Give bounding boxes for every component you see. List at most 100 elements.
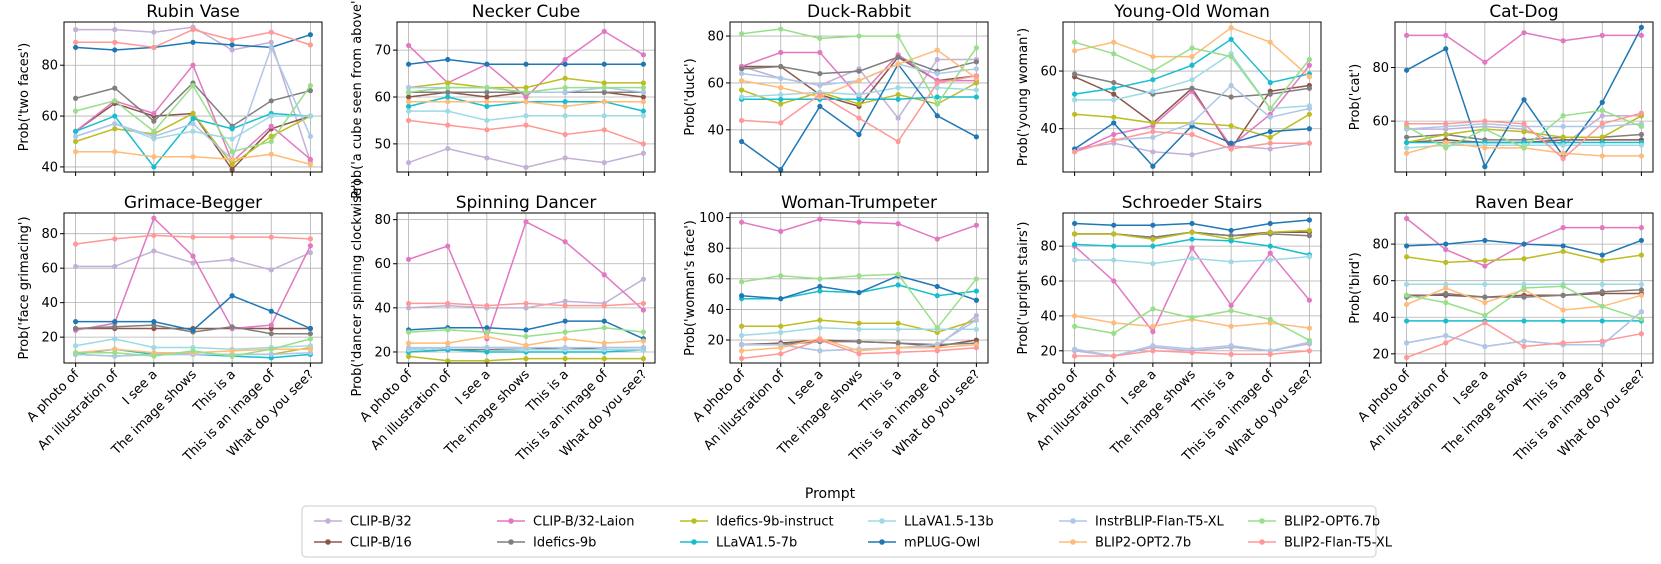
data-point <box>1189 220 1195 227</box>
y-tick-label: 60 <box>374 91 391 106</box>
data-point <box>112 324 118 330</box>
data-point <box>1560 283 1566 289</box>
data-point <box>523 219 529 225</box>
y-tick-label: 40 <box>41 160 58 175</box>
y-axis-label: Prob('face grimacing') <box>17 216 32 359</box>
data-point <box>1482 257 1488 264</box>
legend-swatch-marker <box>1070 539 1076 545</box>
data-point <box>1443 300 1449 306</box>
data-point <box>268 29 274 35</box>
y-tick-label: 70 <box>374 44 391 59</box>
data-point <box>1638 281 1644 287</box>
panel-title: Spinning Dancer <box>456 193 597 213</box>
data-point <box>601 303 607 309</box>
data-point <box>151 44 157 51</box>
data-point <box>856 101 862 107</box>
data-point <box>1150 323 1156 329</box>
data-point <box>1521 294 1527 300</box>
data-point <box>856 33 862 39</box>
series-blip2-opt6-7b <box>406 325 646 340</box>
data-point <box>1404 281 1410 287</box>
data-point <box>406 305 412 311</box>
data-point <box>445 243 451 249</box>
y-tick-label: 80 <box>707 30 724 45</box>
data-point <box>778 273 784 279</box>
data-point <box>112 113 118 119</box>
data-point <box>973 87 979 93</box>
y-tick-label: 20 <box>374 345 391 360</box>
data-point <box>268 322 274 328</box>
data-point <box>1267 39 1273 45</box>
series-mplug-owl <box>406 56 646 67</box>
data-point <box>778 63 784 70</box>
data-point <box>778 228 784 234</box>
series-blip2-flan-t5-xl <box>406 117 646 147</box>
data-point <box>229 47 235 53</box>
data-point <box>1521 241 1527 247</box>
series-blip2-flan-t5-xl <box>1072 129 1312 155</box>
data-point <box>73 350 79 356</box>
data-point <box>1111 114 1117 120</box>
data-point <box>1228 342 1234 349</box>
data-point <box>445 300 451 307</box>
data-point <box>1599 134 1605 140</box>
data-point <box>112 350 118 356</box>
data-point <box>1267 257 1273 263</box>
legend-swatch-marker <box>879 518 885 524</box>
data-point <box>1228 25 1234 31</box>
data-point <box>1443 46 1449 52</box>
data-point <box>1482 164 1488 170</box>
data-point <box>934 348 940 354</box>
data-point <box>778 85 784 91</box>
data-point <box>1150 54 1156 60</box>
data-point <box>934 236 940 242</box>
data-point <box>640 52 646 58</box>
series-idefics-9b <box>1404 287 1644 300</box>
data-point <box>307 32 313 38</box>
data-point <box>1306 217 1312 223</box>
data-point <box>1267 134 1273 140</box>
data-point <box>1599 99 1605 105</box>
data-point <box>190 62 196 68</box>
data-point <box>484 358 490 364</box>
data-point <box>112 121 118 127</box>
data-point <box>1072 353 1078 359</box>
data-point <box>1111 79 1117 86</box>
data-point <box>895 33 901 39</box>
series-idefics-9b-instruct <box>1404 248 1644 265</box>
data-point <box>229 149 235 155</box>
data-point <box>1111 222 1117 228</box>
data-point <box>151 133 157 140</box>
data-point <box>406 94 412 100</box>
data-point <box>73 319 79 325</box>
data-point <box>1150 163 1156 169</box>
data-point <box>1306 297 1312 303</box>
legend-label: CLIP-B/32-Laion <box>533 515 634 530</box>
data-point <box>562 239 568 245</box>
data-point <box>640 329 646 335</box>
panel-title: Grimace-Begger <box>124 193 262 213</box>
data-point <box>1599 113 1605 119</box>
data-point <box>778 345 784 351</box>
data-point <box>601 99 607 105</box>
data-point <box>229 37 235 43</box>
data-point <box>229 256 235 263</box>
data-point <box>307 331 313 337</box>
data-point <box>523 61 529 67</box>
data-point <box>523 89 529 95</box>
legend: CLIP-B/32 CLIP-B/16 CLIP-B/32-Laion Idefics… <box>301 505 1393 558</box>
data-point <box>1404 301 1410 308</box>
data-point <box>406 103 412 109</box>
data-point <box>895 271 901 277</box>
legend-label: CLIP-B/32 <box>350 515 412 530</box>
panel-title: Woman-Trumpeter <box>781 193 937 213</box>
data-point <box>112 149 118 155</box>
legend-label: BLIP2-OPT2.7b <box>1095 536 1191 551</box>
data-point <box>1599 338 1605 344</box>
series-clip-b-32-laion <box>739 216 979 242</box>
data-point <box>1306 105 1312 112</box>
y-tick-label: 80 <box>707 242 724 257</box>
data-point <box>640 113 646 119</box>
data-point <box>856 273 862 279</box>
